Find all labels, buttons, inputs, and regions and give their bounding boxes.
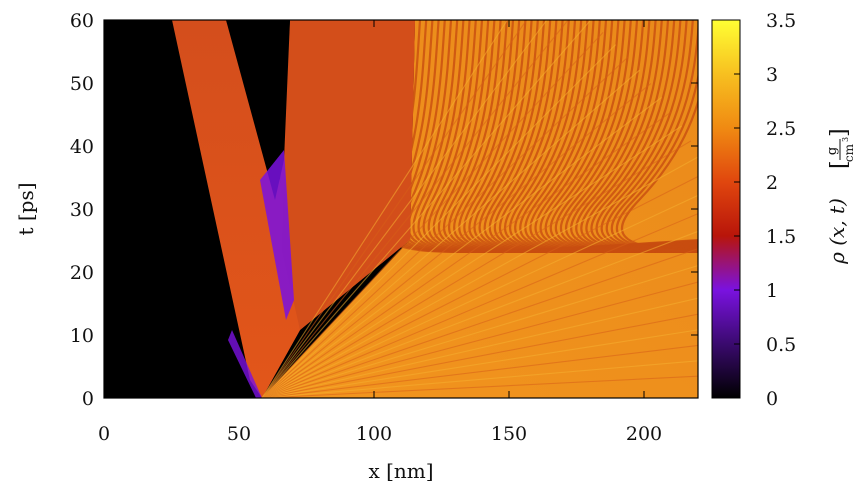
- fan-line: [261, 125, 682, 398]
- colorbar-unit-close-bracket: ]: [827, 128, 852, 137]
- fan-line: [261, 20, 548, 398]
- fan-line: [261, 69, 640, 398]
- fan-line: [261, 156, 698, 398]
- x-tick-label: 150: [491, 423, 527, 445]
- fan-line: [261, 175, 698, 398]
- x-axis-ticks: 0 50 100 150 200: [98, 20, 662, 445]
- fan-line: [261, 56, 629, 398]
- low-density-edge-left: [228, 330, 262, 398]
- density-stripe: [621, 98, 698, 253]
- y-tick-label: 10: [70, 325, 94, 347]
- colorbar-unit-exponent: 3: [841, 137, 850, 142]
- heatmap-plot-area: [104, 20, 698, 398]
- fan-line: [261, 20, 528, 398]
- colorbar-tick-label: 2: [766, 172, 778, 194]
- colorbar-unit-denominator: cm: [842, 143, 856, 162]
- fan-line: [261, 20, 509, 398]
- density-stripe: [595, 20, 698, 254]
- density-stripe: [590, 20, 698, 254]
- fan-line: [261, 375, 698, 398]
- fan-line: [261, 20, 591, 398]
- density-stripe: [580, 20, 698, 254]
- low-density-edge-inner: [260, 150, 294, 320]
- density-stripe: [570, 20, 698, 254]
- fan-striations: [261, 20, 698, 398]
- fan-line: [261, 32, 604, 398]
- colorbar-label: ρ (x, t) [ g cm 3 ]: [825, 128, 856, 264]
- fan-line: [261, 230, 698, 398]
- fan-line: [261, 281, 698, 398]
- colorbar-tick-label: 2.5: [766, 118, 796, 140]
- fan-line: [261, 140, 692, 398]
- fan-line: [261, 264, 698, 398]
- y-tick-label: 60: [70, 10, 94, 32]
- left-jet-region: [172, 20, 300, 398]
- colorbar-tick-label: 3: [766, 64, 778, 86]
- fan-line: [261, 360, 698, 398]
- colorbar-tick-label: 0: [766, 388, 778, 410]
- colorbar-tick-label: 3.5: [766, 10, 796, 32]
- fan-line: [261, 248, 698, 398]
- density-stripe: [610, 20, 698, 253]
- y-tick-label: 50: [70, 73, 94, 95]
- fan-line: [261, 297, 698, 398]
- y-tick-label: 0: [82, 388, 94, 410]
- density-stripe: [600, 20, 698, 254]
- fan-line: [261, 44, 617, 398]
- colorbar-tick-label: 1.5: [766, 226, 796, 248]
- fan-line: [261, 344, 698, 398]
- void-wedge: [226, 20, 290, 200]
- density-stripe: [554, 20, 698, 254]
- x-tick-label: 200: [626, 423, 662, 445]
- right-jet-region: [282, 20, 415, 330]
- fan-line: [261, 213, 698, 398]
- x-tick-label: 50: [227, 423, 251, 445]
- fan-line: [261, 329, 698, 398]
- fan-line: [261, 111, 673, 398]
- density-stripe: [559, 20, 698, 254]
- colorbar-ticks: 0 0.5 1 1.5 2 2.5 3 3.5: [734, 10, 796, 410]
- y-axis-ticks: 0 10 20 30 40 50 60: [70, 10, 698, 410]
- fan-line: [261, 96, 662, 398]
- x-axis-label: x [nm]: [368, 459, 433, 483]
- density-stripe: [585, 20, 698, 254]
- density-stripe: [615, 72, 698, 253]
- density-stripe: [605, 20, 698, 253]
- colorbar-tick-label: 0.5: [766, 334, 796, 356]
- y-axis-label: t [ps]: [14, 182, 38, 235]
- colorbar-label-main: ρ (x, t): [825, 198, 849, 265]
- y-tick-label: 40: [70, 136, 94, 158]
- y-tick-label: 30: [70, 199, 94, 221]
- x-tick-label: 0: [98, 423, 110, 445]
- fan-line: [261, 20, 569, 398]
- colorbar-tick-label: 1: [766, 280, 778, 302]
- density-stripe: [575, 20, 698, 254]
- fan-line: [261, 313, 698, 398]
- x-tick-label: 100: [356, 423, 392, 445]
- density-stripe: [564, 20, 698, 254]
- colorbar-unit-numerator: g: [825, 147, 840, 155]
- fan-line: [261, 83, 652, 398]
- fan-line: [261, 194, 698, 398]
- y-tick-label: 20: [70, 262, 94, 284]
- colorbar-unit-open-bracket: [: [827, 160, 852, 169]
- colorbar: [711, 19, 741, 399]
